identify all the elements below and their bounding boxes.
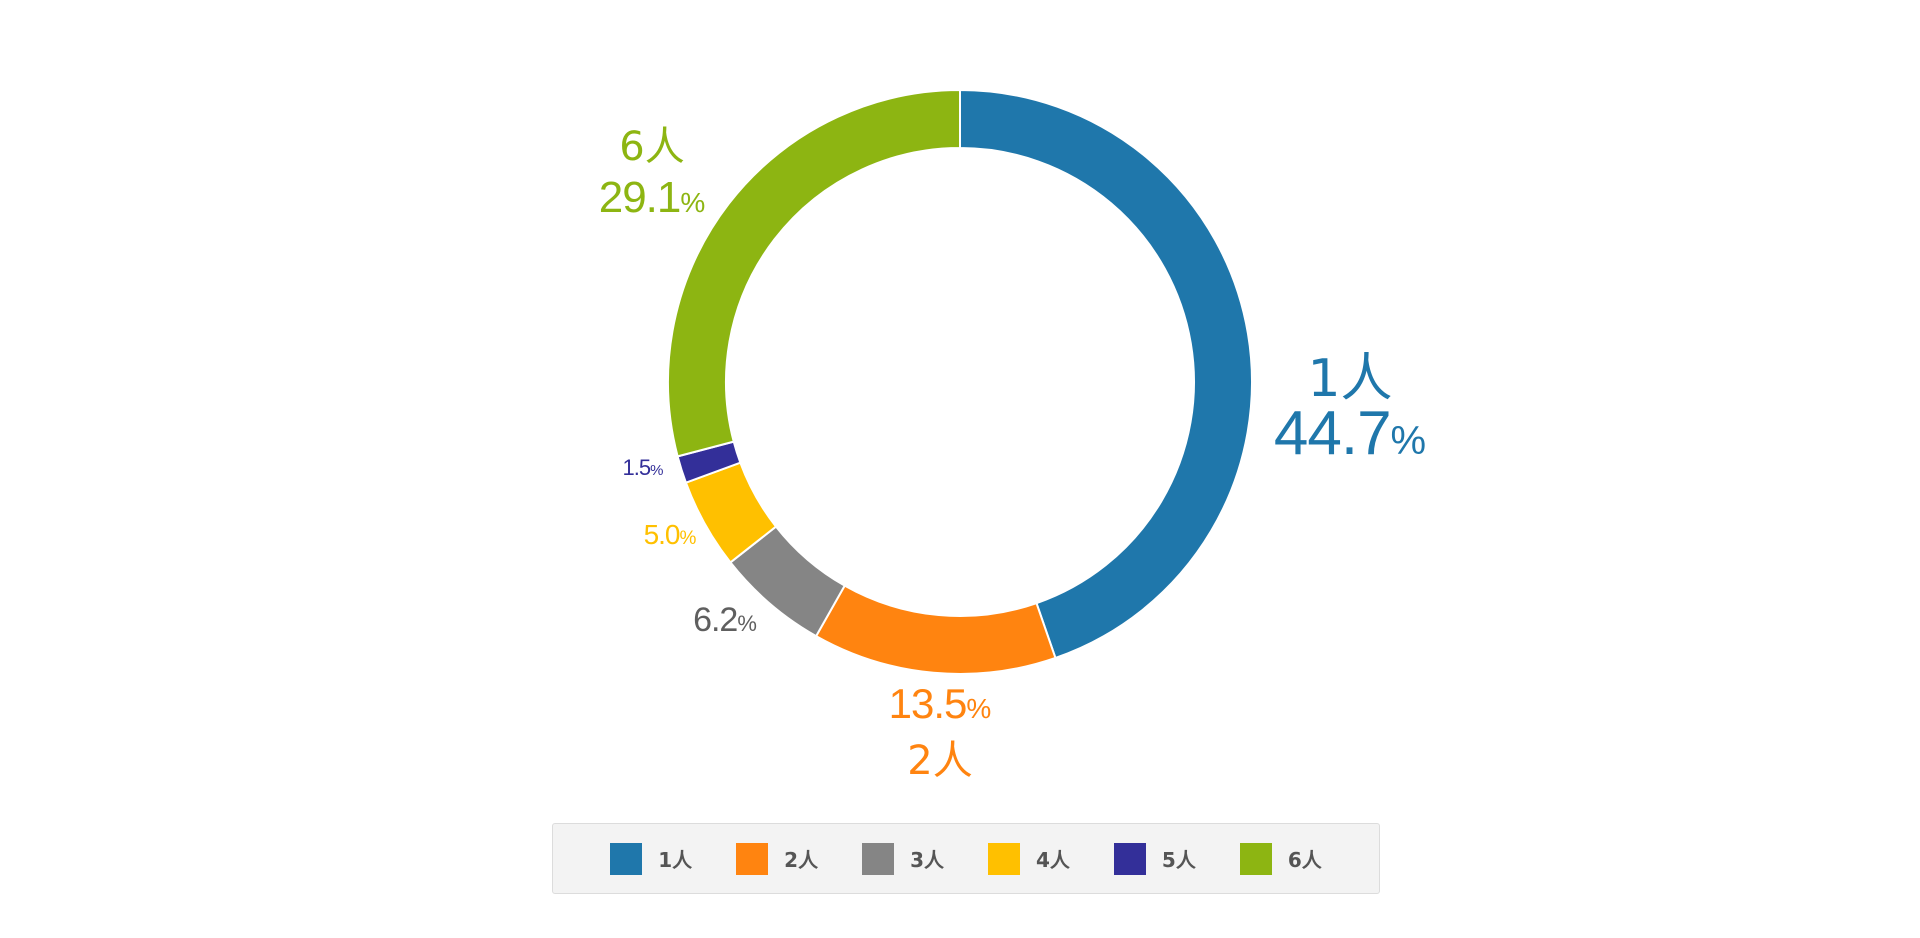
legend-label: 4人: [1036, 848, 1070, 872]
legend-item-6[interactable]: 6人: [1239, 842, 1322, 875]
legend-label: 1人: [658, 848, 693, 872]
legend-item-1[interactable]: 1人: [610, 842, 693, 875]
legend-swatch: [862, 842, 895, 875]
slice-1[interactable]: [959, 88, 1253, 660]
legend-item-3[interactable]: 3人: [862, 842, 944, 875]
slice-value-label: 1.5%: [623, 455, 664, 480]
legend-swatch: [736, 842, 769, 875]
slice-category-label: 2人: [907, 738, 972, 784]
legend-swatch: [988, 842, 1020, 875]
legend-label: 5人: [1161, 848, 1196, 872]
legend-swatch: [610, 842, 643, 875]
slice-label-5: 1.5%: [623, 455, 664, 480]
slice-value-label: 13.5%: [889, 680, 992, 727]
slice-category-label: 6人: [619, 124, 684, 170]
legend-label: 6人: [1287, 848, 1322, 872]
slice-value-label: 44.7%: [1274, 399, 1426, 468]
slice-label-1: 44.7%1人: [1274, 349, 1426, 468]
slice-label-3: 6.2%: [693, 601, 757, 639]
chart-legend: 1人 2人 3人 4人 5人 6人: [552, 823, 1380, 894]
legend-label: 3人: [910, 848, 944, 872]
legend-swatch: [1239, 842, 1272, 875]
slice-value-label: 5.0%: [644, 519, 697, 550]
donut-slices: [667, 88, 1253, 675]
legend-item-2[interactable]: 2人: [736, 842, 819, 875]
slice-label-6: 29.1%6人: [599, 124, 706, 222]
slice-value-label: 29.1%: [599, 173, 706, 222]
legend-label: 2人: [784, 848, 819, 872]
slice-category-label: 1人: [1307, 349, 1392, 409]
legend-swatch: [1113, 842, 1146, 875]
slice-value-label: 6.2%: [693, 601, 757, 639]
slice-label-4: 5.0%: [644, 519, 697, 550]
slice-6[interactable]: [667, 88, 961, 458]
legend-item-5[interactable]: 5人: [1113, 842, 1196, 875]
slice-label-2: 13.5% 2人: [889, 680, 992, 784]
slice-2[interactable]: [814, 584, 1057, 675]
slice-labels: 44.7%1人 13.5% 2人 6.2% 5.0% 1.5% 29.1%6人: [599, 124, 1426, 784]
legend-item-4[interactable]: 4人: [988, 842, 1070, 875]
